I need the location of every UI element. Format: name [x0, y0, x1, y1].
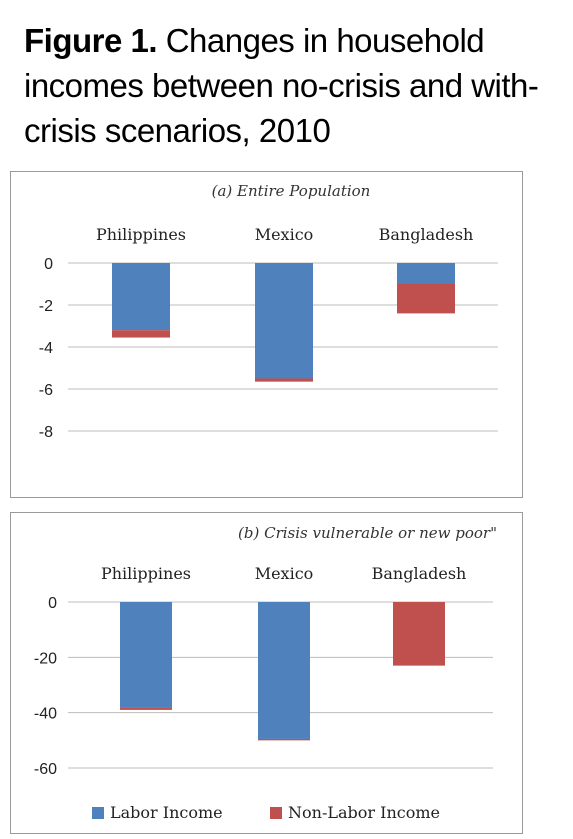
chart-a-y-tick-label: -2 — [39, 298, 53, 315]
chart-b-legend-swatch-non-labor-income — [270, 807, 282, 819]
chart-a-bar-non-labor-income-philippines — [112, 330, 170, 338]
chart-panel-b: (b) Crisis vulnerable or new poor" 0 -20 -4… — [10, 512, 523, 834]
chart-a-y-tick-label: -6 — [39, 382, 53, 399]
chart-a-bar-labor-income-mexico — [255, 263, 313, 379]
chart-a-y-tick-label: -8 — [39, 424, 53, 441]
chart-b-y-tick-label: -40 — [34, 706, 57, 723]
chart-a-title: (a) Entire Population — [212, 182, 371, 200]
figure-title: Figure 1. Changes in household incomes b… — [24, 18, 564, 153]
chart-b-bar-non-labor-income-bangladesh — [393, 602, 445, 666]
chart-a-bar-non-labor-income-bangladesh — [397, 284, 455, 314]
chart-a-category-label-mexico: Mexico — [255, 225, 314, 244]
figure-title-text: Changes in household incomes between no-… — [24, 22, 539, 149]
chart-b-legend-label-non-labor-income: Non-Labor Income — [288, 803, 440, 822]
chart-b-y-tick-label: -60 — [34, 761, 57, 778]
chart-b-bar-labor-income-mexico — [258, 602, 310, 739]
chart-a-y-tick-label: -4 — [39, 340, 53, 357]
chart-a-bar-non-labor-income-mexico — [255, 378, 313, 382]
chart-a-category-label-bangladesh: Bangladesh — [379, 225, 474, 244]
chart-b-bar-labor-income-philippines — [120, 602, 172, 708]
chart-b-category-label-philippines: Philippines — [101, 564, 191, 583]
chart-b-legend-label-labor-income: Labor Income — [110, 803, 223, 822]
chart-b-y-tick-label: 0 — [48, 595, 57, 612]
chart-b-title: (b) Crisis vulnerable or new poor" — [238, 524, 497, 542]
chart-b-legend-swatch-labor-income — [92, 807, 104, 819]
chart-panel-a: (a) Entire Population 0 -2 -4 -6 -8 Philippine… — [10, 171, 523, 498]
chart-b-category-label-mexico: Mexico — [255, 564, 314, 583]
chart-b-y-tick-label: -20 — [34, 650, 57, 667]
chart-a-bar-labor-income-philippines — [112, 263, 170, 331]
chart-a-bar-labor-income-bangladesh — [397, 263, 455, 284]
chart-b-category-label-bangladesh: Bangladesh — [372, 564, 467, 583]
chart-a-svg: (a) Entire Population 0 -2 -4 -6 -8 Philippine… — [39, 182, 498, 441]
figure-label: Figure 1. — [24, 22, 158, 59]
chart-a-category-label-philippines: Philippines — [96, 225, 186, 244]
chart-b-svg: (b) Crisis vulnerable or new poor" 0 -20 -4… — [34, 524, 497, 822]
chart-a-y-tick-label: 0 — [44, 256, 53, 273]
chart-b-bar-non-labor-income-philippines — [120, 707, 172, 710]
chart-b-bar-non-labor-income-mexico — [258, 738, 310, 741]
